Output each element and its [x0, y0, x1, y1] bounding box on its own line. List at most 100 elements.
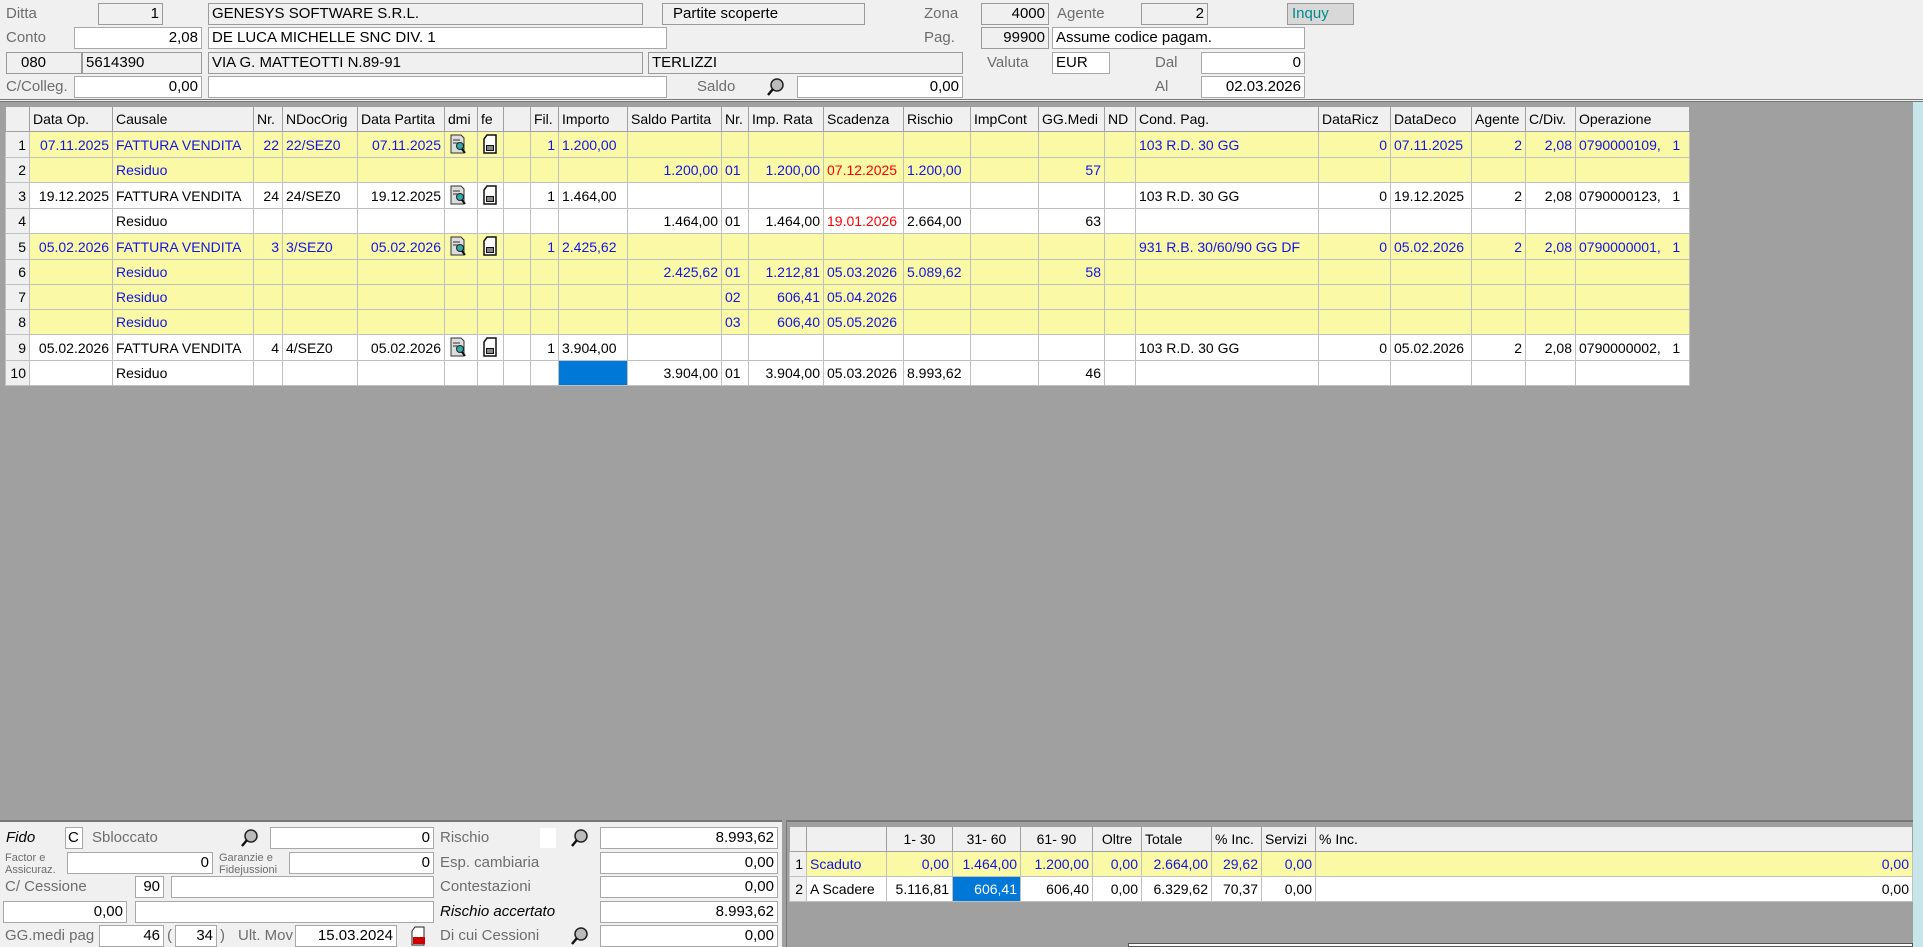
table-cell[interactable]: [444, 157, 478, 183]
table-cell[interactable]: Scaduto: [806, 851, 887, 877]
table-cell[interactable]: 0790000002, 1: [1575, 334, 1690, 361]
doc-search-icon[interactable]: [444, 233, 478, 260]
column-header[interactable]: DataRicz: [1318, 106, 1391, 132]
table-cell[interactable]: [748, 233, 824, 260]
table-cell[interactable]: [1135, 157, 1319, 183]
table-cell[interactable]: 22: [253, 131, 283, 158]
table-cell[interactable]: [1135, 360, 1319, 386]
table-cell[interactable]: 24: [253, 182, 283, 209]
table-cell[interactable]: [503, 233, 531, 260]
table-row[interactable]: 3 19.12.2025 FATTURA VENDITA 24 24/SEZ0 19.12…: [5, 182, 1690, 209]
table-cell[interactable]: 05.02.2026: [29, 233, 113, 260]
table-cell[interactable]: [1525, 309, 1576, 335]
table-cell[interactable]: 07.12.2025: [823, 157, 904, 183]
table-cell[interactable]: 606,40: [748, 309, 824, 335]
table-cell[interactable]: 1.200,00: [558, 131, 628, 158]
table-cell[interactable]: [970, 131, 1039, 158]
table-cell[interactable]: 606,41: [748, 284, 824, 310]
table-cell[interactable]: [357, 360, 445, 386]
table-cell[interactable]: [558, 157, 628, 183]
table-cell[interactable]: 1.212,81: [748, 259, 824, 285]
table-cell[interactable]: [253, 208, 283, 234]
pdf-icon[interactable]: [410, 926, 428, 946]
table-cell[interactable]: 1.464,00: [627, 208, 722, 234]
table-cell[interactable]: [823, 182, 904, 209]
table-cell[interactable]: [1135, 208, 1319, 234]
table-cell[interactable]: 1: [530, 131, 559, 158]
rischio-field[interactable]: 8.993,62: [600, 827, 778, 849]
column-header[interactable]: Importo: [558, 106, 628, 132]
column-header[interactable]: Nr.: [721, 106, 749, 132]
table-cell[interactable]: [1471, 309, 1526, 335]
table-cell[interactable]: [627, 131, 722, 158]
magnifier-icon[interactable]: [240, 828, 258, 848]
table-cell[interactable]: 05.02.2026: [29, 334, 113, 361]
agente-field[interactable]: 2: [1141, 3, 1208, 25]
table-cell[interactable]: 0790000109, 1: [1575, 131, 1690, 158]
table-row[interactable]: 4 Residuo 1.464,00 01 1.464,00 19.01.2026 2.66…: [5, 208, 1690, 234]
table-cell[interactable]: [357, 259, 445, 285]
table-cell[interactable]: [503, 157, 531, 183]
column-header[interactable]: GG.Medi: [1038, 106, 1105, 132]
table-cell[interactable]: [1471, 360, 1526, 386]
column-header[interactable]: [503, 106, 531, 132]
table-row[interactable]: 1 07.11.2025 FATTURA VENDITA 22 22/SEZ0 07.11…: [5, 131, 1690, 158]
einvoice-icon[interactable]: [477, 131, 504, 158]
table-cell[interactable]: [1471, 284, 1526, 310]
table-cell[interactable]: 19.01.2026: [823, 208, 904, 234]
table-cell[interactable]: Residuo: [112, 360, 254, 386]
table-cell[interactable]: [1038, 131, 1105, 158]
table-cell[interactable]: 2,08: [1525, 233, 1576, 260]
table-cell[interactable]: 2,08: [1525, 182, 1576, 209]
magnifier-icon[interactable]: [570, 926, 588, 946]
table-row[interactable]: 7 Residuo 02 606,41 05.04.2026: [5, 284, 1690, 310]
table-cell[interactable]: FATTURA VENDITA: [112, 334, 254, 361]
table-cell[interactable]: [29, 259, 113, 285]
table-cell[interactable]: [1575, 309, 1690, 335]
ccolleg-desc-field[interactable]: [208, 76, 667, 98]
table-cell[interactable]: Residuo: [112, 208, 254, 234]
table-cell[interactable]: [1390, 208, 1472, 234]
factor-field[interactable]: 0: [67, 852, 213, 874]
column-header[interactable]: 1- 30: [886, 826, 953, 852]
table-cell[interactable]: 6.329,62: [1141, 876, 1212, 902]
table-cell[interactable]: [627, 334, 722, 361]
table-cell[interactable]: 05.02.2026: [357, 334, 445, 361]
table-cell[interactable]: [530, 360, 559, 386]
table-cell[interactable]: 05.02.2026: [1390, 233, 1472, 260]
table-cell[interactable]: [748, 334, 824, 361]
column-header[interactable]: 61- 90: [1020, 826, 1093, 852]
table-cell[interactable]: 01: [721, 259, 749, 285]
extra-desc-field[interactable]: [135, 901, 434, 923]
table-cell[interactable]: 0,00: [1261, 876, 1316, 902]
partite-table[interactable]: Data Op. Causale Nr. NDocOrig Data Partita dm…: [5, 106, 1690, 386]
column-header[interactable]: Causale: [112, 106, 254, 132]
table-cell[interactable]: 8.993,62: [903, 360, 971, 386]
table-cell[interactable]: 0,00: [1092, 876, 1142, 902]
table-cell[interactable]: [503, 182, 531, 209]
table-cell[interactable]: 2.425,62: [627, 259, 722, 285]
table-cell[interactable]: [253, 259, 283, 285]
table-cell[interactable]: 1: [530, 334, 559, 361]
table-cell[interactable]: [1104, 309, 1136, 335]
table-cell[interactable]: [970, 309, 1039, 335]
row-number[interactable]: 10: [5, 360, 30, 386]
table-cell[interactable]: 2.664,00: [903, 208, 971, 234]
table-cell[interactable]: 2: [1471, 182, 1526, 209]
fido-code-field[interactable]: C: [65, 827, 83, 849]
table-cell[interactable]: [970, 259, 1039, 285]
table-cell[interactable]: [29, 157, 113, 183]
column-header[interactable]: % Inc.: [1315, 826, 1913, 852]
table-cell[interactable]: [503, 259, 531, 285]
table-cell[interactable]: 4: [253, 334, 283, 361]
table-cell[interactable]: [1104, 284, 1136, 310]
table-cell[interactable]: [477, 360, 504, 386]
aging-table[interactable]: 1- 30 31- 60 61- 90 Oltre Totale% Inc. Serviz…: [789, 826, 1913, 902]
table-cell[interactable]: [721, 233, 749, 260]
column-header[interactable]: % Inc.: [1211, 826, 1262, 852]
table-cell[interactable]: 2: [1471, 131, 1526, 158]
table-cell[interactable]: 19.12.2025: [357, 182, 445, 209]
table-cell[interactable]: 2,08: [1525, 131, 1576, 158]
extra-value-field[interactable]: 0,00: [3, 901, 127, 923]
table-cell[interactable]: [1390, 157, 1472, 183]
